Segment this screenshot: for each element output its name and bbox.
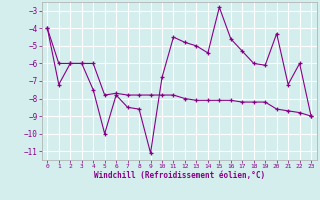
X-axis label: Windchill (Refroidissement éolien,°C): Windchill (Refroidissement éolien,°C) (94, 171, 265, 180)
